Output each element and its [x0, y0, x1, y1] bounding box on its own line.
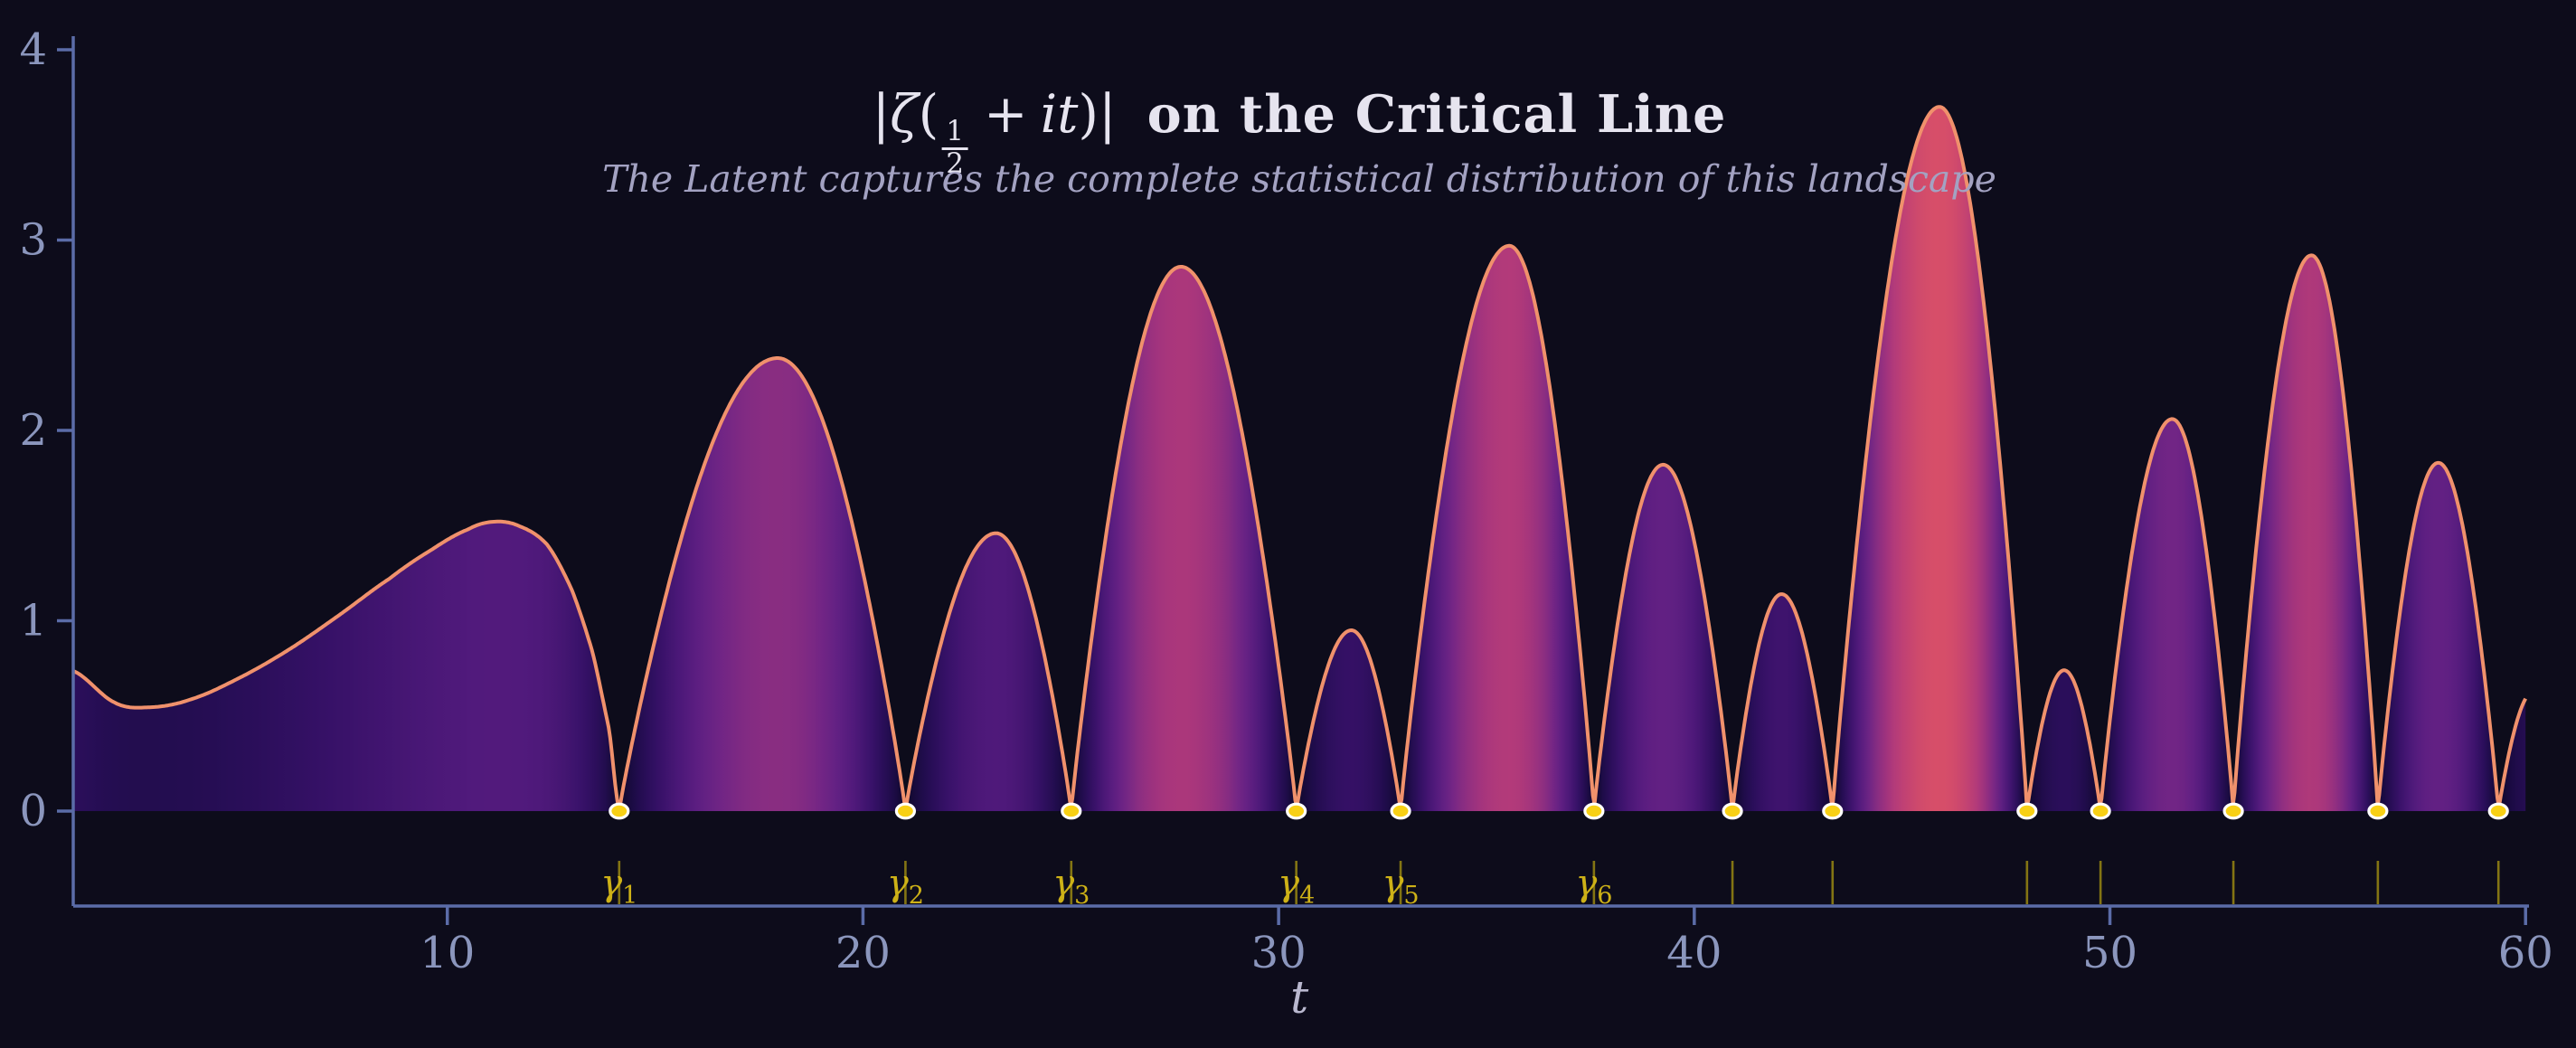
y-tick-label: 4	[19, 24, 47, 75]
zeta-curve	[72, 105, 2527, 813]
zero-tick-label: γ5	[1382, 863, 1420, 910]
zero-tick-label: γ3	[1052, 863, 1090, 910]
zero-annotations: γ1 γ2 γ3 γ4 γ5 γ6	[600, 861, 2500, 910]
zero-tick-label: γ4	[1278, 863, 1315, 910]
zero-marker	[2090, 802, 2111, 820]
chart-title: |ζ(1 2 + it)| on the Critical Line	[873, 83, 1727, 179]
zero-marker	[1583, 802, 1605, 820]
x-axis-label: t	[1290, 971, 1309, 1024]
x-tick-label: 20	[835, 928, 891, 978]
x-tick-label: 30	[1251, 928, 1307, 978]
zero-marker	[2016, 802, 2038, 820]
x-tick-label: 50	[2082, 928, 2137, 978]
zero-marker	[894, 802, 917, 820]
zero-marker	[1286, 802, 1307, 820]
x-tick-label: 10	[420, 928, 475, 978]
y-tick-label: 1	[19, 596, 47, 647]
x-tick-label: 60	[2498, 928, 2553, 978]
zero-marker	[1822, 802, 1844, 820]
y-tick-label: 2	[19, 405, 47, 456]
zero-marker	[2367, 802, 2389, 820]
zero-marker	[2222, 802, 2244, 820]
title-bold-text: on the Critical Line	[1146, 84, 1727, 145]
zero-marker	[1061, 802, 1082, 820]
zero-tick-label: γ6	[1575, 863, 1612, 910]
zero-markers	[609, 802, 2509, 820]
y-tick-label: 3	[19, 215, 47, 266]
y-tick-label: 0	[19, 786, 47, 836]
title-math-expression: |ζ(1 2 + it)|	[872, 83, 1117, 180]
zero-marker	[609, 802, 630, 820]
chart-subtitle: The Latent captures the complete statist…	[602, 157, 1996, 201]
zeta-area-fill	[73, 107, 2526, 811]
zero-marker	[2487, 802, 2509, 820]
zero-marker	[1722, 802, 1743, 820]
x-tick-label: 40	[1666, 928, 1722, 978]
zero-marker	[1390, 802, 1411, 820]
zero-tick-label: γ1	[600, 863, 637, 910]
zero-tick-label: γ2	[887, 863, 924, 910]
